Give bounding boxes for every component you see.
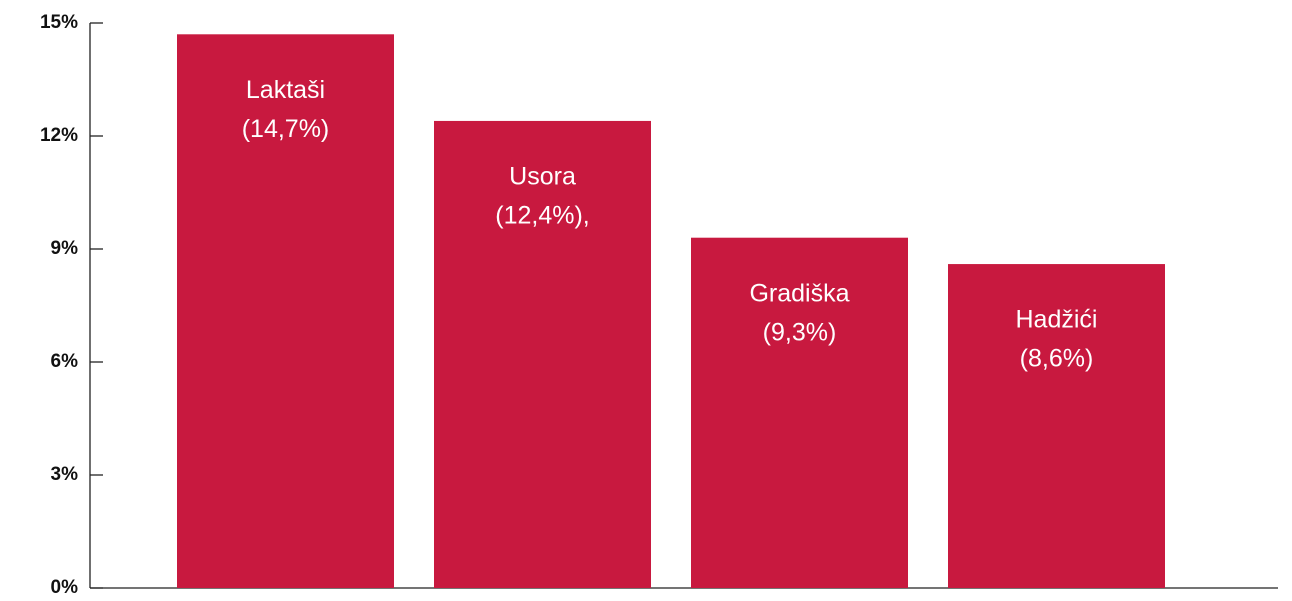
y-tick-label: 0% [51, 577, 79, 598]
value-label: (9,3%) [763, 318, 837, 346]
value-label: (14,7%) [242, 115, 330, 143]
y-tick-label: 6% [51, 351, 79, 372]
y-tick-label: 3% [51, 464, 79, 485]
category-label: Usora [509, 163, 576, 191]
bar [948, 264, 1165, 588]
bar [177, 34, 394, 589]
category-label: Hadžići [1016, 306, 1098, 334]
value-label: (12,4%), [495, 202, 589, 230]
category-label: Gradiška [749, 279, 849, 307]
y-tick-label: 12% [40, 125, 78, 146]
category-label: Laktaši [246, 76, 325, 104]
y-tick-label: 9% [51, 238, 79, 259]
value-label: (8,6%) [1020, 345, 1094, 373]
bar [691, 237, 908, 588]
y-tick-label: 15% [40, 12, 78, 33]
bar [434, 120, 651, 588]
